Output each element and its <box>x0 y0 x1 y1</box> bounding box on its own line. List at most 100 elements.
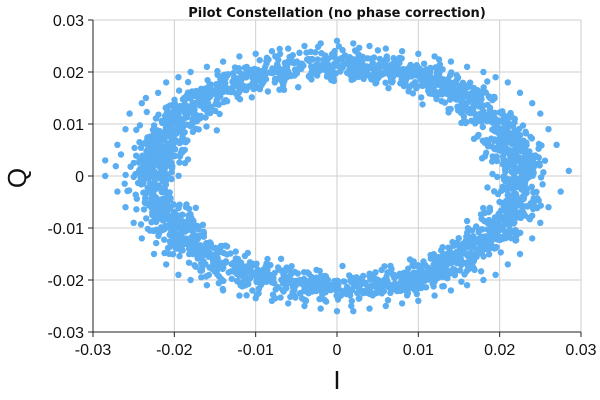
data-point <box>489 227 497 235</box>
data-point <box>348 297 355 305</box>
data-point <box>225 269 232 276</box>
data-point <box>249 269 256 276</box>
x-tick-label-0: -0.03 <box>75 342 112 359</box>
data-point <box>102 172 109 180</box>
data-point <box>208 265 216 272</box>
data-point <box>439 283 446 290</box>
x-tick-label-4: 0.01 <box>403 342 434 359</box>
data-point <box>303 49 310 56</box>
data-point <box>350 40 357 47</box>
data-point <box>494 123 502 131</box>
data-point <box>205 271 213 279</box>
data-point <box>470 135 478 142</box>
data-point <box>102 157 109 164</box>
data-point <box>504 79 511 86</box>
data-point <box>360 287 367 295</box>
data-point <box>472 120 479 127</box>
data-point <box>231 264 238 272</box>
data-point <box>280 86 288 94</box>
data-point <box>125 187 133 194</box>
data-point <box>303 56 311 63</box>
data-point <box>260 67 267 75</box>
data-point <box>192 241 199 248</box>
data-point <box>150 122 158 129</box>
data-point <box>368 64 375 72</box>
data-point <box>386 284 393 291</box>
data-point <box>481 116 489 123</box>
data-point <box>149 212 156 219</box>
data-point <box>264 57 271 64</box>
data-point <box>273 66 280 73</box>
data-point <box>276 86 283 93</box>
data-point <box>461 103 468 111</box>
data-point <box>385 84 392 92</box>
data-point <box>212 245 220 252</box>
y-axis-label: Q <box>2 168 32 188</box>
data-point <box>382 302 389 310</box>
data-point <box>424 74 432 81</box>
y-tick-label-6: 0.03 <box>53 13 84 30</box>
data-point <box>172 102 179 109</box>
data-point <box>219 58 227 65</box>
data-point <box>403 284 410 292</box>
data-point <box>288 263 295 270</box>
data-point <box>278 276 285 283</box>
data-point <box>484 184 491 191</box>
data-point <box>236 53 243 60</box>
data-point <box>165 215 172 223</box>
data-point <box>182 102 189 109</box>
data-point <box>150 131 157 138</box>
data-point <box>216 110 223 118</box>
data-point <box>483 136 490 144</box>
data-point <box>217 76 224 83</box>
data-point <box>489 218 497 225</box>
data-point <box>314 56 321 63</box>
data-point <box>396 54 403 62</box>
data-point <box>131 144 138 152</box>
data-point <box>420 258 427 265</box>
data-point <box>256 57 263 64</box>
data-point <box>537 219 544 226</box>
data-point <box>130 173 137 181</box>
data-point <box>447 92 454 99</box>
data-point <box>112 163 120 170</box>
data-point <box>185 259 193 266</box>
data-point <box>539 181 546 188</box>
data-point <box>199 264 206 271</box>
data-point <box>184 217 191 225</box>
data-point <box>302 281 309 289</box>
data-point <box>133 195 140 202</box>
data-point <box>148 167 155 174</box>
data-point <box>509 192 516 200</box>
data-point <box>516 89 524 97</box>
data-point <box>360 272 367 280</box>
data-point <box>435 89 443 96</box>
data-point <box>274 264 282 271</box>
data-point <box>206 82 214 90</box>
data-point <box>168 165 176 172</box>
data-point <box>474 236 481 243</box>
data-point <box>241 64 248 71</box>
data-point <box>237 82 244 89</box>
data-point <box>409 90 417 97</box>
data-point <box>183 121 191 128</box>
data-point <box>133 206 140 213</box>
data-point <box>176 153 184 160</box>
data-point <box>346 58 353 65</box>
data-point <box>236 292 243 299</box>
data-point <box>391 57 398 64</box>
data-point <box>414 262 422 269</box>
x-tick-label-2: -0.01 <box>237 342 274 359</box>
data-point <box>455 255 463 263</box>
data-point <box>497 249 504 256</box>
data-point <box>160 216 167 223</box>
data-point <box>222 79 229 87</box>
data-point <box>500 155 507 163</box>
data-point <box>232 248 239 255</box>
data-point <box>333 37 341 44</box>
data-point <box>419 101 426 108</box>
data-point <box>452 95 459 102</box>
data-point <box>432 263 439 270</box>
data-point <box>331 60 338 67</box>
